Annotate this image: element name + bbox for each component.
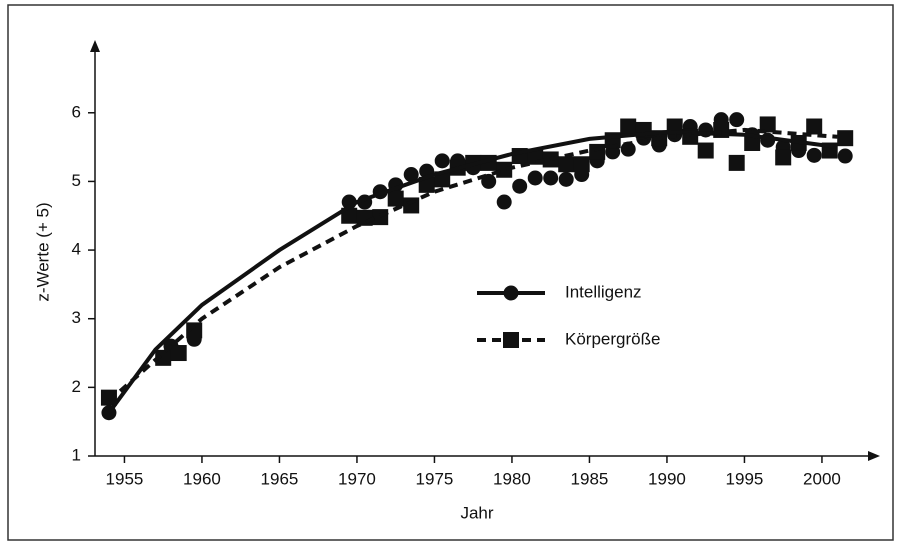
data-point [589, 143, 606, 160]
data-point [434, 153, 450, 169]
data-point [341, 207, 358, 224]
data-point [155, 349, 172, 366]
data-point [512, 178, 528, 194]
data-point [806, 147, 822, 163]
y-tick-label: 4 [72, 240, 81, 259]
y-tick-label: 2 [72, 377, 81, 396]
y-axis-label: z-Werte (+ 5) [33, 202, 52, 301]
x-tick-label: 1970 [338, 469, 376, 488]
data-point [403, 167, 419, 183]
data-point [759, 116, 776, 133]
data-point [728, 154, 745, 171]
data-point [837, 130, 854, 147]
data-point [387, 190, 404, 207]
x-tick-label: 1990 [648, 469, 686, 488]
x-arrow [868, 451, 880, 461]
legend-label: Körpergröße [565, 329, 660, 348]
data-point [543, 170, 559, 186]
y-arrow [90, 40, 100, 52]
data-point [837, 148, 853, 164]
x-tick-label: 1975 [416, 469, 454, 488]
data-point [418, 176, 435, 193]
x-tick-label: 2000 [803, 469, 841, 488]
x-tick-label: 1980 [493, 469, 531, 488]
data-point [620, 118, 637, 135]
data-point [775, 149, 792, 166]
data-point [170, 345, 187, 362]
x-tick-label: 1960 [183, 469, 221, 488]
data-point [496, 194, 512, 210]
legend-marker [503, 285, 519, 301]
frame [7, 4, 894, 541]
x-tick-label: 1995 [726, 469, 764, 488]
fit-line [107, 129, 838, 414]
x-tick-label: 1985 [571, 469, 609, 488]
data-point [558, 171, 574, 187]
data-point [729, 112, 745, 128]
data-point [186, 322, 203, 339]
x-tick-label: 1965 [261, 469, 299, 488]
x-tick-label: 1955 [106, 469, 144, 488]
y-tick-label: 1 [72, 445, 81, 464]
data-point [806, 118, 823, 135]
data-point [558, 156, 575, 173]
legend-marker [503, 332, 519, 348]
data-point [744, 134, 761, 151]
legend-label: Intelligenz [565, 282, 642, 301]
data-point [496, 161, 513, 178]
data-point [697, 142, 714, 159]
data-point [100, 389, 117, 406]
y-tick-label: 3 [72, 308, 81, 327]
y-tick-label: 6 [72, 102, 81, 121]
data-point [527, 170, 543, 186]
y-tick-label: 5 [72, 171, 81, 190]
x-axis-label: Jahr [460, 503, 493, 522]
data-point [573, 156, 590, 173]
